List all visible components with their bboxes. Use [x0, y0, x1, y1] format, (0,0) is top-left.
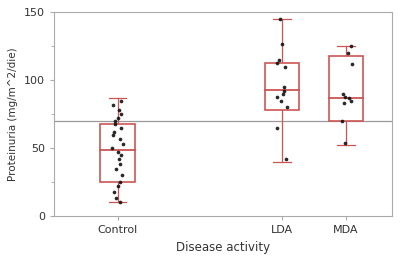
Point	[276, 58, 282, 62]
Point	[118, 99, 124, 103]
X-axis label: Disease activity: Disease activity	[176, 241, 270, 254]
Point	[111, 122, 118, 126]
Point	[118, 153, 124, 157]
Point	[109, 103, 116, 107]
Bar	[100, 124, 135, 182]
Point	[117, 112, 124, 116]
Point	[339, 119, 345, 123]
Point	[348, 99, 355, 103]
Point	[116, 108, 122, 112]
Point	[112, 119, 118, 123]
Point	[277, 17, 283, 21]
Point	[284, 105, 290, 110]
Point	[345, 51, 352, 55]
Point	[277, 99, 284, 103]
Point	[112, 166, 119, 171]
Point	[114, 116, 121, 120]
Point	[274, 126, 280, 130]
Point	[279, 41, 286, 46]
Point	[117, 180, 123, 184]
Point	[113, 196, 120, 200]
Bar	[329, 56, 363, 121]
Point	[340, 92, 346, 96]
Point	[341, 95, 348, 99]
Bar	[265, 63, 300, 110]
Point	[120, 142, 126, 146]
Point	[280, 92, 286, 96]
Point	[282, 64, 288, 69]
Point	[280, 89, 287, 93]
Point	[110, 133, 116, 137]
Point	[117, 162, 124, 167]
Point	[116, 157, 122, 161]
Point	[274, 95, 280, 99]
Point	[281, 85, 287, 89]
Point	[342, 141, 348, 145]
Point	[346, 96, 352, 100]
Point	[348, 44, 354, 48]
Point	[118, 126, 124, 130]
Point	[116, 200, 123, 205]
Point	[119, 173, 126, 177]
Point	[117, 137, 123, 141]
Point	[109, 146, 116, 150]
Point	[115, 184, 122, 188]
Point	[274, 61, 280, 65]
Point	[111, 189, 117, 194]
Point	[111, 130, 117, 134]
Point	[283, 157, 289, 161]
Y-axis label: Proteinuria (mg/m^2/die): Proteinuria (mg/m^2/die)	[8, 47, 18, 181]
Point	[341, 101, 347, 105]
Point	[115, 150, 121, 154]
Point	[348, 62, 355, 66]
